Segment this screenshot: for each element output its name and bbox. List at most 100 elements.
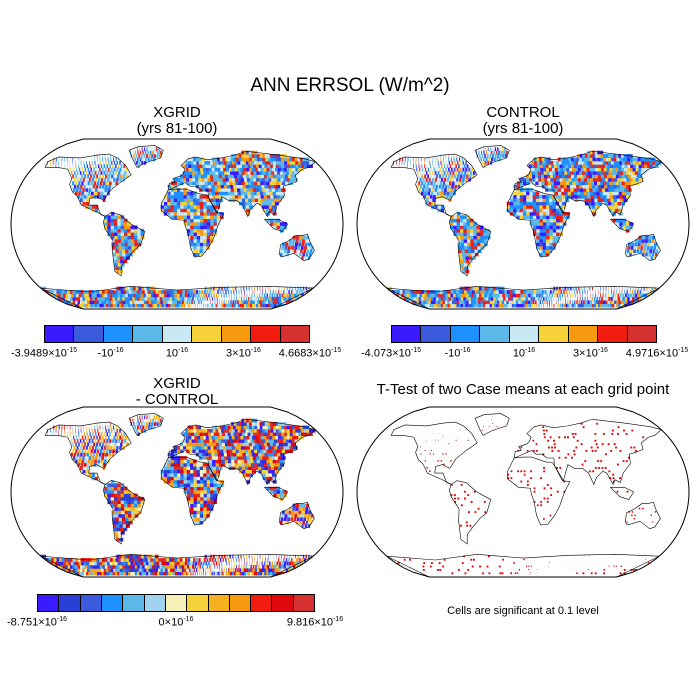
grid-cell: [579, 154, 585, 158]
grid-cell: [96, 157, 98, 162]
grid-cell: [114, 215, 118, 220]
grid-cell: [73, 167, 75, 172]
grid-cell: [295, 510, 298, 515]
grid-cell: [177, 208, 181, 213]
grid-cell: [622, 218, 627, 223]
grid-cell: [211, 564, 213, 569]
grid-cell: [83, 160, 85, 165]
grid-cell: [193, 290, 196, 294]
grid-cell: [111, 510, 116, 515]
grid-cell: [186, 445, 190, 450]
grid-cell: [441, 205, 445, 209]
grid-cell: [83, 164, 85, 169]
grid-cell: [138, 293, 143, 298]
grid-cell: [177, 456, 181, 460]
grid-cell: [209, 442, 214, 447]
grid-cell: [245, 286, 247, 291]
grid-cell: [212, 198, 217, 203]
grid-cell: [275, 174, 281, 179]
grid-cell: [130, 503, 135, 508]
grid-cell: [483, 147, 484, 152]
grid-cell: [257, 174, 263, 179]
grid-cell: [78, 459, 81, 464]
grid-cell: [288, 564, 292, 569]
grid-cell: [112, 171, 115, 175]
grid-cell: [554, 188, 559, 192]
grid-cell: [629, 222, 633, 226]
grid-cell: [298, 293, 302, 298]
grid-cell: [532, 198, 537, 203]
grid-cell: [216, 215, 221, 220]
grid-cell: [228, 462, 233, 467]
grid-cell: [467, 245, 472, 250]
grid-cell: [256, 554, 258, 559]
grid-cell: [549, 239, 553, 243]
grid-cell: [203, 232, 208, 237]
grid-cell: [246, 157, 252, 162]
grid-cell: [612, 293, 614, 298]
grid-cell: [287, 174, 293, 179]
grid-cell: [556, 164, 561, 169]
grid-cell: [457, 242, 462, 247]
grid-cell: [592, 157, 598, 162]
grid-cell: [652, 290, 655, 294]
grid-cell: [579, 290, 581, 294]
grid-cell: [418, 188, 422, 192]
grid-cell: [576, 300, 578, 305]
grid-cell: [559, 228, 564, 233]
grid-cell: [196, 507, 201, 511]
grid-cell: [238, 296, 240, 301]
grid-cell: [631, 290, 634, 294]
grid-cell: [182, 171, 187, 175]
grid-cell: [279, 194, 285, 199]
grid-cell: [144, 296, 149, 301]
grid-cell: [169, 561, 173, 566]
grid-cell: [208, 459, 213, 464]
grid-cell: [203, 486, 208, 491]
grid-cell: [562, 164, 567, 169]
grid-cell: [134, 242, 139, 247]
grid-cell: [577, 160, 583, 165]
grid-cell: [434, 188, 438, 192]
grid-cell: [281, 164, 287, 169]
grid-cell: [81, 432, 83, 437]
grid-cell: [508, 300, 513, 305]
grid-cell: [202, 293, 205, 298]
grid-cell: [583, 160, 589, 165]
grid-cell: [632, 293, 635, 298]
grid-cell: [612, 167, 618, 172]
grid-cell: [624, 174, 630, 179]
grid-cell: [203, 211, 208, 216]
grid-cell: [76, 171, 79, 175]
grid-cell: [515, 300, 519, 305]
grid-cell: [72, 449, 75, 454]
grid-cell: [259, 160, 265, 165]
grid-cell: [254, 561, 255, 566]
grid-cell: [256, 568, 261, 573]
grid-cell: [489, 154, 492, 158]
grid-cell: [238, 558, 240, 562]
grid-cell: [273, 218, 277, 223]
grid-cell: [196, 201, 201, 206]
grid-cell: [194, 171, 199, 175]
grid-cell: [266, 293, 268, 298]
grid-cell: [291, 242, 295, 247]
grid-cell: [547, 177, 552, 182]
grid-cell: [199, 466, 204, 471]
grid-cell: [548, 164, 553, 169]
grid-cell: [437, 160, 439, 165]
grid-cell: [110, 479, 115, 484]
grid-cell: [237, 445, 243, 450]
grid-cell: [558, 160, 563, 165]
grid-cell: [598, 300, 602, 305]
grid-cell: [92, 432, 94, 437]
grid-cell: [170, 201, 175, 206]
grid-cell: [213, 228, 218, 233]
grid-cell: [113, 167, 116, 172]
grid-cell: [164, 561, 168, 566]
grid-cell: [516, 188, 521, 192]
grid-cell: [86, 160, 88, 165]
grid-cell: [534, 167, 539, 172]
grid-cell: [551, 184, 555, 189]
grid-cell: [525, 290, 529, 294]
